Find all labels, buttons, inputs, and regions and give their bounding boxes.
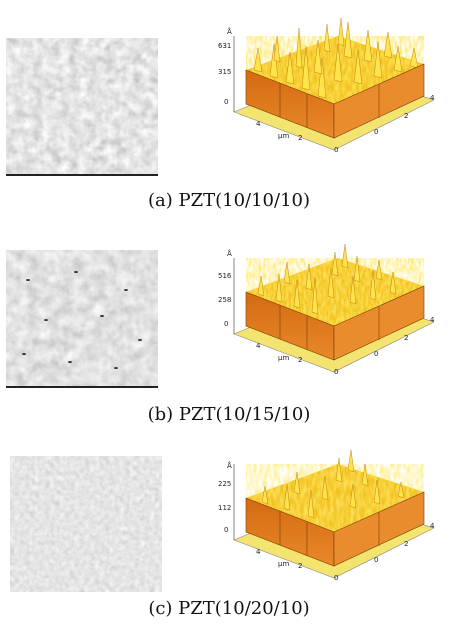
afm-peaks-a [253, 17, 419, 99]
afm-3d-plot-c: Å 225 112 0 4 2 μm 4 2 0 0 [214, 428, 454, 588]
sem-surface-a [6, 38, 158, 174]
z-unit-b: Å [227, 249, 232, 258]
y-tick-4-a: 4 [430, 94, 435, 102]
z-unit-c: Å [227, 461, 232, 470]
z-tick-max-a: 631 [218, 42, 231, 50]
afm-3d-plot-b: Å 516 258 0 4 2 μm 4 2 0 0 [214, 222, 454, 382]
sem-pores-b [22, 271, 142, 369]
x-unit-a: μm [278, 132, 289, 140]
sem-surface-c [10, 456, 162, 592]
sem-surface-b [6, 250, 158, 386]
x-unit-c: μm [278, 560, 289, 568]
x-tick-4-a: 4 [256, 120, 261, 128]
y-tick-4-b: 4 [430, 316, 435, 324]
caption-b: (b) PZT(10/15/10) [147, 404, 311, 425]
z-unit-a: Å [227, 27, 232, 36]
x-tick-0-b: 0 [334, 368, 338, 376]
x-tick-2-c: 2 [298, 562, 302, 570]
sem-image-a [6, 38, 158, 176]
caption-a: (a) PZT(10/10/10) [147, 190, 310, 211]
z-tick-min-a: 0 [224, 98, 228, 106]
afm-peaks-b [257, 243, 397, 315]
afm-surface-b: Å 516 258 0 4 2 μm 4 2 0 0 [218, 243, 435, 376]
afm-surface-a: Å 631 315 0 4 2 μm 4 2 0 0 [218, 17, 435, 154]
z-tick-mid-b: 258 [218, 296, 231, 304]
x-tick-4-b: 4 [256, 342, 261, 350]
y-tick-2-b: 2 [404, 334, 408, 342]
y-tick-0-b: 0 [374, 350, 378, 358]
x-tick-4-c: 4 [256, 548, 261, 556]
y-tick-0-a: 0 [374, 128, 378, 136]
z-tick-min-b: 0 [224, 320, 228, 328]
x-tick-0-a: 0 [334, 146, 338, 154]
y-tick-2-a: 2 [404, 112, 408, 120]
afm-surface-c: Å 225 112 0 4 2 μm 4 2 0 0 [218, 449, 435, 582]
x-tick-0-c: 0 [334, 574, 338, 582]
sem-image-c [10, 456, 162, 592]
x-unit-b: μm [278, 354, 289, 362]
z-tick-min-c: 0 [224, 526, 228, 534]
y-tick-4-c: 4 [430, 522, 435, 530]
caption-c: (c) PZT(10/20/10) [148, 598, 310, 619]
x-tick-2-a: 2 [298, 134, 302, 142]
z-tick-max-b: 516 [218, 272, 232, 280]
afm-3d-plot-a: Å 631 315 0 4 2 μm 4 2 0 0 [214, 0, 454, 160]
z-tick-max-c: 225 [218, 480, 231, 488]
sem-image-b [6, 250, 158, 388]
y-tick-2-c: 2 [404, 540, 408, 548]
afm-peaks-c [261, 449, 405, 519]
z-tick-mid-c: 112 [218, 504, 231, 512]
x-tick-2-b: 2 [298, 356, 302, 364]
y-tick-0-c: 0 [374, 556, 378, 564]
z-tick-mid-a: 315 [218, 68, 231, 76]
